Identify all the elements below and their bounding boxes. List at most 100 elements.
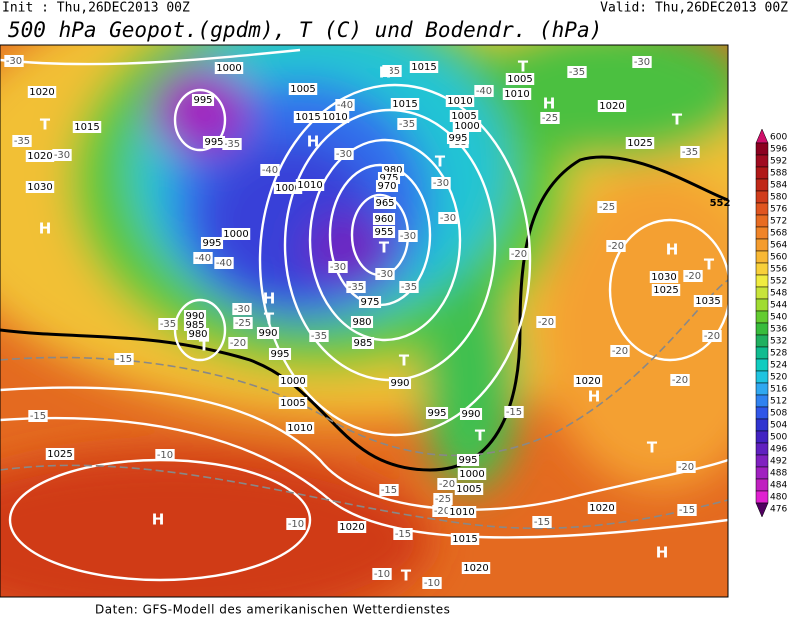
temperature-label-box <box>536 316 556 328</box>
isobar-label: 1015 <box>295 112 320 123</box>
colorbar-label: 592 <box>770 157 787 167</box>
temperature-label: -20 <box>608 241 624 252</box>
colorbar-label: 508 <box>770 409 787 419</box>
isobar-label: 1025 <box>653 285 678 296</box>
isobar-label-box <box>461 562 491 574</box>
temperature-label: -20 <box>230 338 246 349</box>
temperature-label-box <box>397 118 417 130</box>
isobar-label: 995 <box>204 137 223 148</box>
colorbar-label: 492 <box>770 457 787 467</box>
isobar-label-box <box>25 150 55 162</box>
isobar-label: 970 <box>377 181 396 192</box>
isobar-label-box <box>454 483 484 495</box>
isobar-label: 1015 <box>452 534 477 545</box>
isobar-label: 1020 <box>27 151 52 162</box>
isobar-label: 990 <box>390 378 409 389</box>
temperature-label: -30 <box>400 231 416 242</box>
temperature-label: -25 <box>435 494 451 505</box>
map-labels: -30-35-40-35-30-35-30-35-40-40-35-30-35-… <box>4 55 730 589</box>
temperature-label: -15 <box>381 485 397 496</box>
colorbar-cell <box>755 406 769 420</box>
isobar-label-box <box>372 226 396 238</box>
isobar-label: 1015 <box>74 122 99 133</box>
isobar-label: 1015 <box>392 99 417 110</box>
colorbar-label: 504 <box>770 421 787 431</box>
colorbar-cell <box>755 334 769 348</box>
isobar-label-box <box>293 111 323 123</box>
pressure-center: H <box>656 544 669 562</box>
colorbar-cell <box>755 178 769 192</box>
temperature-label-box <box>233 317 253 329</box>
temperature-label-box <box>222 138 242 150</box>
temperature-label-box <box>334 148 354 160</box>
temperature-label: -40 <box>337 100 353 111</box>
isobar-label: 1005 <box>507 74 532 85</box>
isobar-label: 995 <box>427 408 446 419</box>
temperature-label-box <box>677 504 697 516</box>
pressure-center: H <box>379 64 392 82</box>
isobar-label-box <box>445 95 475 107</box>
colorbar-cell <box>755 478 769 492</box>
colorbar-cell <box>755 190 769 204</box>
temperature-label-box <box>680 146 700 158</box>
temperature-label-box <box>228 337 248 349</box>
isobar-label: 1010 <box>322 112 347 123</box>
colorbar-label: 560 <box>770 253 787 263</box>
colorbar-label: 528 <box>770 349 787 359</box>
temperature-label: -30 <box>6 56 22 67</box>
isobar-label-box <box>273 182 303 194</box>
isobar-label-box <box>278 397 308 409</box>
temperature-label: -40 <box>262 165 278 176</box>
temperature-label: -20 <box>685 271 701 282</box>
colorbar-cell <box>755 154 769 168</box>
isobar-label-box <box>191 94 215 106</box>
pressure-center: T <box>401 567 412 585</box>
temperature-label-box <box>232 303 252 315</box>
temperature-label-box <box>632 56 652 68</box>
temperature-label-box <box>702 330 722 342</box>
temperature-label-box <box>431 177 451 189</box>
isobar-label-box <box>449 110 479 122</box>
colorbar-label: 552 <box>770 277 787 287</box>
temperature-label-box <box>676 461 696 473</box>
isobar-label-box <box>45 448 75 460</box>
temperature-label-box <box>399 281 419 293</box>
temperature-label: -20 <box>511 249 527 260</box>
temperature-label-box <box>328 261 348 273</box>
pressure-center: T <box>672 111 683 129</box>
temperature-label-box <box>540 112 560 124</box>
isobar-label-box <box>409 61 439 73</box>
temperature-label: -25 <box>599 202 615 213</box>
colorbar-label: 568 <box>770 229 787 239</box>
temperature-label: -30 <box>330 262 346 273</box>
temperature-label: -30 <box>440 213 456 224</box>
isobar-label-box <box>390 98 420 110</box>
pressure-center: H <box>307 133 320 151</box>
colorbar-cell <box>755 490 769 504</box>
isobar-label: 1010 <box>447 96 472 107</box>
colorbar-cell <box>755 322 769 336</box>
isobar-label: 1025 <box>627 138 652 149</box>
temperature-label-box <box>567 66 587 78</box>
temperature-label-box <box>286 518 306 530</box>
init-time: Init : Thu,26DEC2013 00Z <box>2 1 190 16</box>
isobar-label: 955 <box>374 227 393 238</box>
isobar-label: 1000 <box>454 121 479 132</box>
isobar-label: 1005 <box>280 398 305 409</box>
pressure-center: H <box>263 290 276 308</box>
isobar-label: 1000 <box>275 183 300 194</box>
colorbar-label: 512 <box>770 397 787 407</box>
isobar-label-box <box>285 422 315 434</box>
temperature-label: -15 <box>30 411 46 422</box>
isobar-label: 980 <box>188 329 207 340</box>
isobar-label-box <box>320 111 350 123</box>
temperature-label-box <box>335 99 355 111</box>
temperature-label-box <box>114 353 134 365</box>
pressure-center: T <box>435 153 446 171</box>
isobar-label-box <box>337 521 367 533</box>
colorbar-cell <box>755 214 769 228</box>
colorbar-label: 556 <box>770 265 787 275</box>
colorbar-cell <box>755 358 769 372</box>
isobar-label-box <box>649 271 679 283</box>
